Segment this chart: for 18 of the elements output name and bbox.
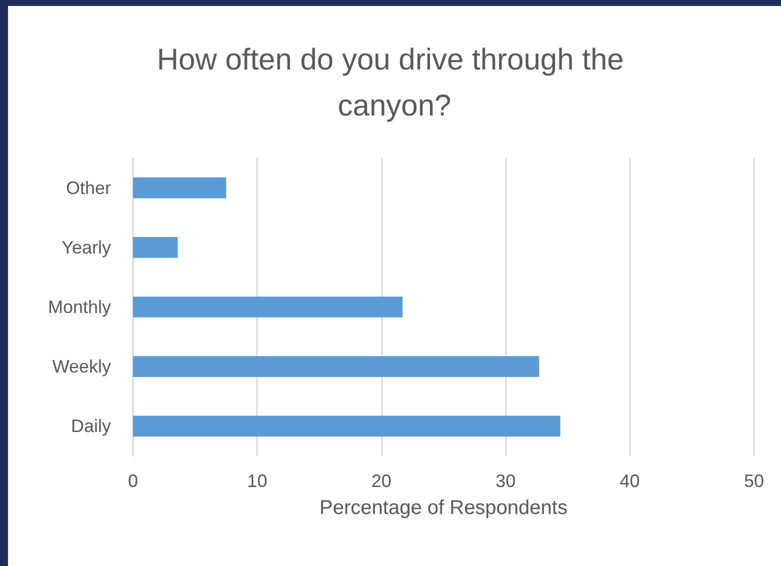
- x-tick-label: 30: [496, 471, 516, 491]
- x-tick-label: 40: [620, 471, 640, 491]
- bar: [133, 296, 403, 318]
- x-axis-title: Percentage of Respondents: [320, 497, 568, 519]
- bar: [133, 416, 560, 437]
- y-tick-label: Yearly: [62, 237, 111, 258]
- y-tick-label: Monthly: [48, 297, 111, 317]
- y-tick-label: Other: [66, 178, 111, 198]
- chart-title: How often do you drive through the canyon?: [156, 44, 632, 122]
- bar: [133, 177, 226, 198]
- bar: [133, 356, 540, 378]
- y-tick-label: Weekly: [52, 356, 111, 377]
- x-tick-label: 10: [247, 471, 268, 491]
- x-tick-label: 50: [744, 471, 764, 491]
- x-tick-label: 20: [371, 471, 392, 491]
- y-tick-label: Daily: [70, 416, 111, 436]
- bar: [133, 236, 178, 258]
- x-tick-label: 0: [128, 471, 138, 491]
